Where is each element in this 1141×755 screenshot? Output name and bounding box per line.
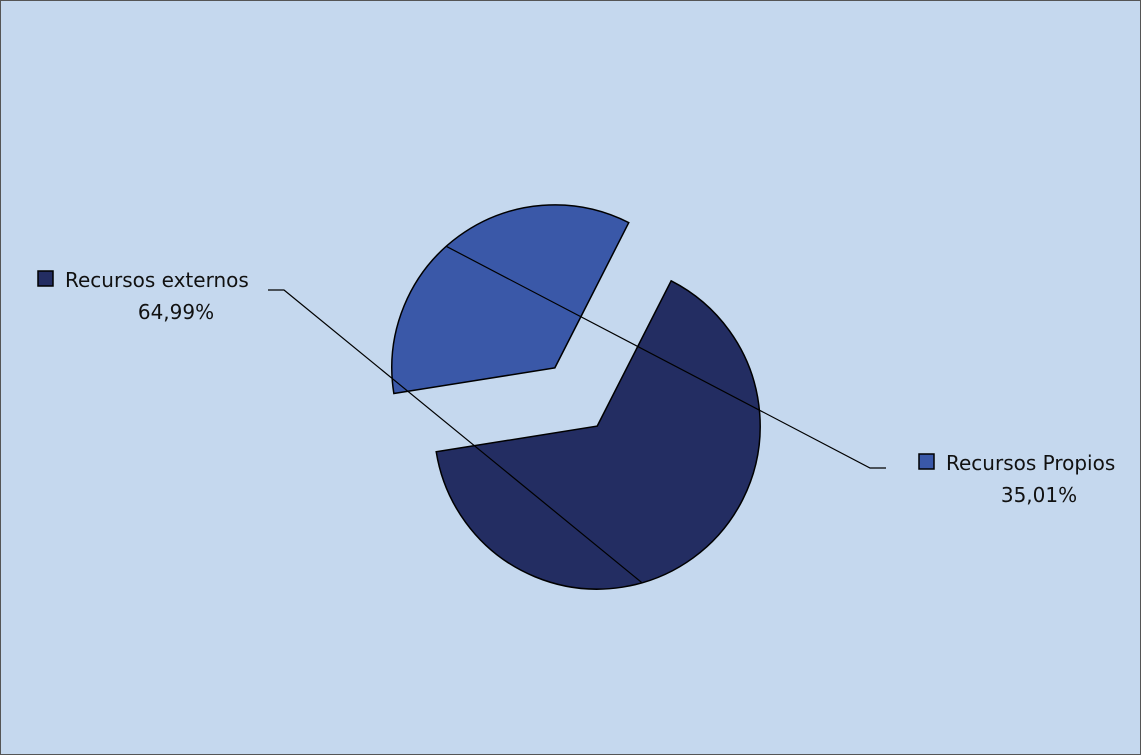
slice-label-value-propios: 35,01%	[1001, 483, 1077, 507]
slice-label-value-externos: 64,99%	[138, 300, 214, 324]
slice-label-name-externos: Recursos externos	[65, 268, 249, 292]
slice-label-propios: Recursos Propios 35,01%	[918, 451, 1115, 507]
pie-slices	[391, 204, 761, 590]
pie-slice-externos	[435, 279, 761, 590]
pie-slice-propios	[391, 204, 630, 395]
slice-label-name-propios: Recursos Propios	[946, 451, 1115, 475]
legend-swatch-externos	[37, 270, 54, 287]
legend-swatch-propios	[918, 453, 935, 470]
slice-label-externos: Recursos externos 64,99%	[37, 268, 249, 324]
leader-lines	[268, 245, 886, 584]
leader-line-externos	[268, 289, 643, 584]
leader-line-propios	[445, 245, 886, 469]
